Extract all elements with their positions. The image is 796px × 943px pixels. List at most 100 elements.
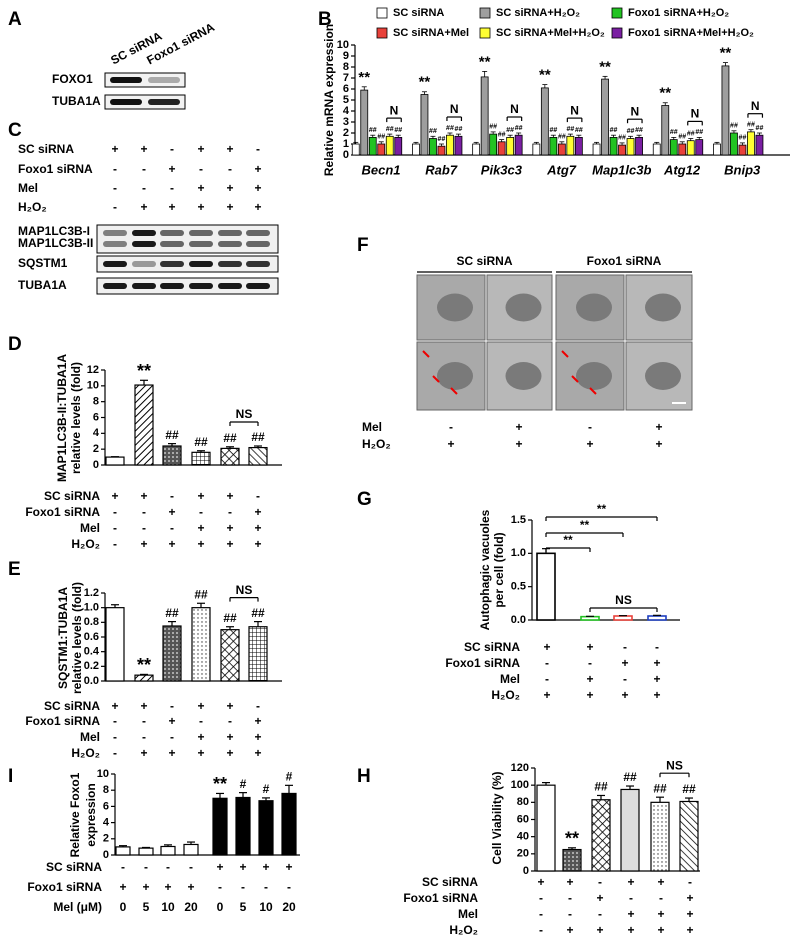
significance: ##	[594, 780, 608, 794]
significance: #	[286, 770, 293, 784]
y-tick-label: 120	[511, 762, 529, 774]
panel-letter: F	[357, 235, 369, 256]
condition-sign: +	[197, 537, 204, 551]
bar	[191, 451, 211, 466]
significance: ##	[730, 123, 738, 130]
condition-sign: +	[197, 489, 204, 503]
panel-letter: G	[357, 489, 372, 510]
blot-box	[104, 72, 186, 88]
significance: **	[213, 774, 227, 794]
y-tick-label: 2	[343, 127, 349, 139]
condition-sign: +	[653, 688, 660, 702]
bar	[536, 784, 556, 872]
y-tick-label: 6	[343, 83, 349, 95]
condition-sign: 20	[184, 900, 198, 914]
condition-label: SC siRNA	[464, 640, 520, 654]
condition-sign: 10	[259, 900, 273, 914]
blot-box	[96, 277, 279, 295]
blot-box	[96, 255, 279, 273]
significance: ##	[498, 131, 506, 138]
condition-sign: +	[226, 730, 233, 744]
condition-sign: +	[655, 437, 662, 451]
nucleus	[645, 362, 681, 390]
y-tick-label: 0.4	[84, 646, 100, 658]
blot-band	[218, 241, 242, 247]
condition-sign: -	[170, 489, 174, 503]
condition-sign: +	[586, 640, 593, 654]
condition-sign: +	[119, 880, 126, 894]
legend-swatch	[611, 27, 623, 39]
bar	[618, 144, 626, 156]
bar	[360, 89, 369, 156]
group-label: Foxo1 siRNA	[587, 254, 662, 268]
condition-sign: +	[168, 537, 175, 551]
bar	[647, 615, 667, 621]
significance: ##	[575, 127, 583, 134]
bar	[454, 135, 463, 156]
bar	[514, 134, 523, 156]
blot-band	[246, 283, 270, 289]
bar	[212, 797, 228, 856]
significance: **	[358, 69, 370, 86]
condition-sign: +	[187, 880, 194, 894]
condition-label: Foxo1 siRNA	[445, 656, 520, 670]
condition-sign: +	[627, 923, 634, 937]
blot-row-label: FOXO1	[52, 72, 93, 86]
condition-sign: +	[226, 746, 233, 760]
condition-sign: -	[142, 714, 146, 728]
y-tick-label: 1.5	[511, 514, 526, 526]
condition-sign: +	[657, 875, 664, 889]
bar	[105, 456, 125, 466]
condition-sign: -	[189, 860, 193, 874]
condition-sign: -	[170, 181, 174, 195]
condition-sign: +	[543, 688, 550, 702]
bar	[235, 796, 251, 856]
blot-band	[189, 241, 213, 247]
condition-sign: +	[566, 923, 573, 937]
panel-letter: D	[8, 334, 22, 355]
condition-sign: +	[168, 162, 175, 176]
arrow	[561, 350, 569, 358]
panel-letter: I	[8, 766, 13, 787]
bar	[368, 136, 377, 156]
bar	[755, 134, 764, 156]
significance: ##	[747, 122, 755, 129]
bar	[562, 848, 582, 872]
blot-band	[103, 283, 127, 289]
y-tick-label: 80	[517, 796, 529, 808]
nucleus	[437, 362, 473, 390]
nucleus	[645, 293, 681, 322]
condition-sign: +	[686, 907, 693, 921]
condition-sign: -	[113, 200, 117, 214]
condition-label: Foxo1 siRNA	[403, 891, 478, 905]
condition-sign: 20	[282, 900, 296, 914]
condition-sign: -	[545, 656, 549, 670]
condition-sign: -	[256, 142, 260, 156]
legend-label: Foxo1 siRNA+Mel+H₂O₂	[628, 27, 754, 39]
y-tick-label: 10	[337, 39, 349, 51]
condition-sign: +	[254, 200, 261, 214]
blot-band	[218, 283, 242, 289]
bar	[281, 792, 297, 856]
bar	[420, 94, 429, 156]
blot-band	[103, 261, 127, 267]
condition-label: Mel	[500, 672, 520, 686]
x-tick-label: Pik3c3	[481, 162, 523, 177]
significance: ##	[194, 587, 208, 601]
arrow	[589, 387, 597, 395]
bar	[695, 139, 704, 156]
condition-sign: -	[199, 162, 203, 176]
bar	[549, 136, 558, 156]
condition-sign: -	[568, 891, 572, 905]
y-axis-label: MAP1LC3B-II:TUBA1A	[55, 354, 69, 482]
significance: ##	[165, 428, 179, 442]
condition-sign: -	[170, 730, 174, 744]
condition-sign: -	[449, 420, 453, 434]
condition-sign: +	[197, 699, 204, 713]
y-tick-label: 8	[93, 396, 99, 408]
significance: ##	[386, 126, 394, 133]
significance: ##	[394, 127, 402, 134]
y-tick-label: 1.2	[84, 587, 99, 599]
y-axis-label: per cell (fold)	[492, 532, 506, 607]
